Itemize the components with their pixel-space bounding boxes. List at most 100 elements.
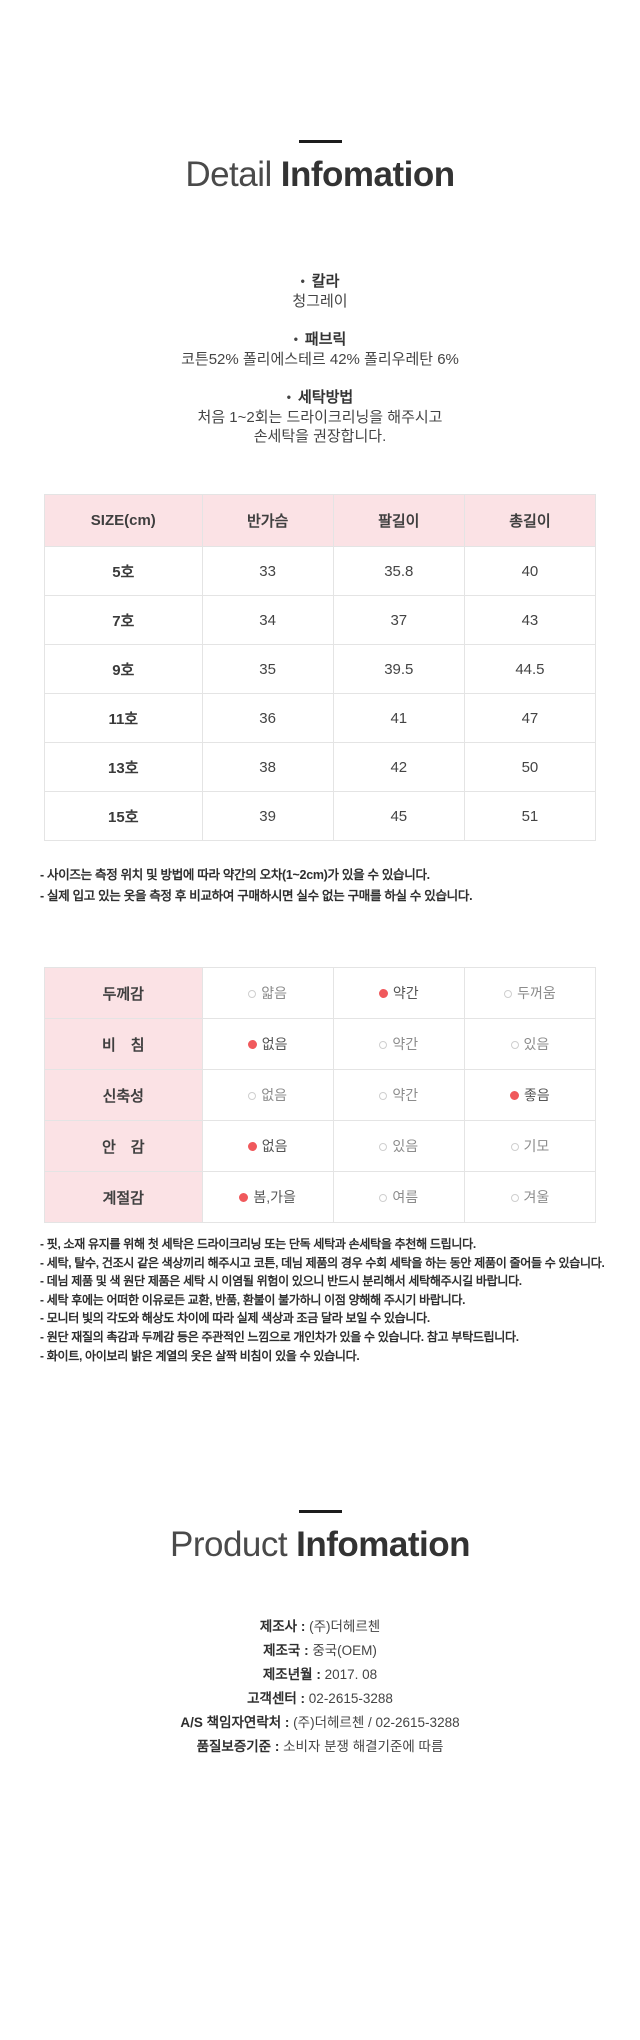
- attr-option-label: 있음: [523, 1036, 550, 1052]
- radio-icon: [379, 1041, 388, 1049]
- attr-option: 기모: [463, 1120, 597, 1172]
- radio-icon: [248, 1092, 257, 1100]
- product-info-manufacturer: 제조사 : (주)더헤르첸: [0, 1615, 640, 1639]
- size-cell: 35: [201, 644, 334, 694]
- note-line: - 데님 제품 및 색 원단 제품은 세탁 시 이염될 위험이 있으니 반드시 …: [40, 1274, 522, 1289]
- size-table: SIZE(cm) 반가슴 팔길이 총길이 5호 33 35.8 40 7호 34…: [44, 494, 597, 841]
- size-notes: - 사이즈는 측정 위치 및 방법에 따라 약간의 오차(1~2cm)가 있을 …: [0, 865, 640, 907]
- attr-option: 있음: [463, 1018, 597, 1070]
- attr-row-elasticity: 신축성 없음 약간 좋음: [44, 1069, 597, 1121]
- spec-value: 손세탁을 권장합니다.: [253, 428, 387, 445]
- spec-value: 청그레이: [292, 293, 348, 310]
- product-info-value: (주)더헤르첸 / 02-2615-3288: [293, 1715, 460, 1731]
- size-cell: 45: [332, 791, 465, 841]
- note-line: - 원단 재질의 촉감과 두께감 등은 주관적인 느낌으로 개인차가 있을 수 …: [40, 1329, 519, 1344]
- attr-option-label: 좋음: [524, 1087, 550, 1103]
- spec-value: 코튼52% 폴리에스테르 42% 폴리우레탄 6%: [181, 351, 459, 368]
- size-table-header-row: SIZE(cm) 반가슴 팔길이 총길이: [44, 494, 597, 547]
- radio-icon: [378, 989, 388, 998]
- size-cell: 13호: [44, 742, 203, 792]
- attr-option: 약간: [332, 1018, 465, 1070]
- attr-option-label: 없음: [261, 1036, 288, 1052]
- bullet-icon: •: [293, 332, 298, 346]
- size-table-header: 팔길이: [332, 494, 465, 547]
- table-row: 11호 36 41 47: [44, 693, 597, 743]
- product-info-label: 품질보증기준: [196, 1739, 272, 1755]
- radio-icon: [239, 1193, 249, 1202]
- attr-option-label: 없음: [261, 1138, 288, 1154]
- size-cell: 9호: [44, 644, 203, 694]
- attr-row-thickness: 두께감 얇음 약간 두꺼움: [44, 967, 597, 1019]
- attr-option-label: 약간: [392, 1036, 419, 1052]
- size-cell: 36: [201, 693, 334, 743]
- product-info-value: 소비자 분쟁 해결기준에 따름: [283, 1739, 444, 1755]
- size-cell: 37: [332, 595, 465, 645]
- size-cell: 50: [463, 742, 597, 792]
- size-cell: 42: [332, 742, 465, 792]
- separator: :: [296, 1691, 309, 1707]
- radio-icon: [379, 1194, 388, 1202]
- attr-option-label: 약간: [392, 1087, 419, 1103]
- attr-row-lining: 안 감 없음 있음 기모: [44, 1120, 597, 1172]
- radio-icon: [504, 990, 513, 998]
- note-line: - 모니터 빛의 각도와 해상도 차이에 따라 실제 색상과 조금 달라 보일 …: [40, 1311, 430, 1326]
- attr-label: 비 침: [44, 1018, 203, 1070]
- product-info-label: 제조사: [259, 1619, 298, 1635]
- attr-option-label: 겨울: [523, 1189, 550, 1205]
- size-cell: 40: [463, 546, 597, 596]
- radio-icon: [510, 1041, 519, 1049]
- attr-option-label: 봄,가을: [253, 1189, 296, 1205]
- spec-label: • 세탁방법: [0, 387, 640, 408]
- size-cell: 11호: [44, 693, 203, 743]
- attr-label: 신축성: [44, 1069, 203, 1121]
- size-cell: 7호: [44, 595, 203, 645]
- product-info-as-contact: A/S 책임자연락처 : (주)더헤르첸 / 02-2615-3288: [0, 1711, 640, 1735]
- radio-icon: [247, 1142, 257, 1151]
- attr-option: 좋음: [463, 1069, 597, 1121]
- spec-item-color: • 칼라 청그레이: [0, 271, 640, 311]
- separator: :: [297, 1619, 310, 1635]
- product-info-value: 02-2615-3288: [308, 1691, 393, 1707]
- separator: :: [300, 1643, 313, 1659]
- size-cell: 39: [201, 791, 334, 841]
- attr-label: 두께감: [44, 967, 203, 1019]
- size-table-header: SIZE(cm): [44, 494, 203, 547]
- radio-icon: [379, 1143, 388, 1151]
- attr-option: 약간: [332, 1069, 465, 1121]
- table-row: 9호 35 39.5 44.5: [44, 644, 597, 694]
- product-info-value: (주)더헤르첸: [309, 1619, 381, 1635]
- size-cell: 44.5: [463, 644, 597, 694]
- spec-item-fabric: • 패브릭 코튼52% 폴리에스테르 42% 폴리우레탄 6%: [0, 329, 640, 369]
- size-cell: 35.8: [332, 546, 465, 596]
- note-line: - 세탁, 탈수, 건조시 같은 색상끼리 해주시고 코튼, 데님 제품의 경우…: [40, 1255, 605, 1270]
- size-table-header: 총길이: [463, 494, 597, 547]
- attr-option: 두꺼움: [463, 967, 597, 1019]
- attr-option: 있음: [332, 1120, 465, 1172]
- attr-option-label: 얇음: [261, 985, 288, 1001]
- attr-label: 계절감: [44, 1171, 203, 1223]
- attribute-table: 두께감 얇음 약간 두꺼움 비 침 없음 약간 있음 신축성 없음 약간 좋음 …: [44, 967, 597, 1223]
- product-info-date: 제조년월 : 2017. 08: [0, 1663, 640, 1687]
- product-info-label: 제조년월: [262, 1667, 313, 1683]
- product-section-title: Product Infomation: [0, 1523, 640, 1567]
- spec-label: • 칼라: [0, 271, 640, 292]
- attr-option-label: 기모: [523, 1138, 550, 1154]
- product-info-value: 중국(OEM): [312, 1643, 377, 1659]
- attr-option: 없음: [201, 1018, 334, 1070]
- attr-row-sheerness: 비 침 없음 약간 있음: [44, 1018, 597, 1070]
- note-line: - 사이즈는 측정 위치 및 방법에 따라 약간의 오차(1~2cm)가 있을 …: [40, 868, 430, 882]
- table-row: 5호 33 35.8 40: [44, 546, 597, 596]
- size-cell: 51: [463, 791, 597, 841]
- spec-label-text: 칼라: [311, 273, 340, 290]
- spec-label-text: 패브릭: [304, 331, 347, 348]
- attr-label: 안 감: [44, 1120, 203, 1172]
- separator: :: [271, 1739, 284, 1755]
- bullet-icon: •: [300, 274, 305, 288]
- size-cell: 47: [463, 693, 597, 743]
- product-info-label: A/S 책임자연락처: [180, 1715, 282, 1731]
- attr-option-label: 약간: [392, 985, 419, 1001]
- note-line: - 세탁 후에는 어떠한 이유로든 교환, 반품, 환불이 불가하니 이점 양해…: [40, 1292, 466, 1307]
- radio-icon: [247, 1040, 257, 1049]
- size-cell: 43: [463, 595, 597, 645]
- detail-section-title: Detail Infomation: [0, 153, 640, 197]
